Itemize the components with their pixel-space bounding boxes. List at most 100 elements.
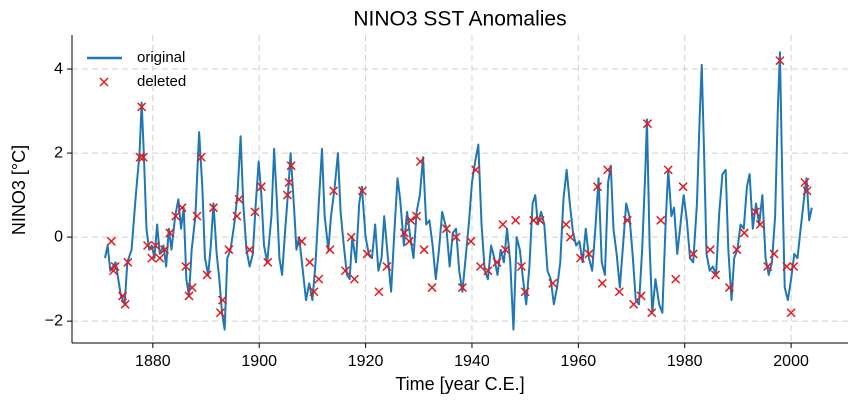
marker	[177, 203, 187, 213]
marker	[123, 257, 133, 267]
marker	[349, 274, 359, 284]
marker	[415, 156, 425, 167]
marker	[636, 291, 646, 301]
marker	[575, 253, 585, 263]
marker	[457, 283, 467, 293]
marker	[769, 249, 779, 259]
marker	[284, 177, 294, 188]
marker	[329, 186, 339, 196]
marker	[374, 287, 384, 297]
y-tick-label: 0	[54, 228, 63, 245]
marker	[516, 261, 526, 272]
x-tick-label: 1960	[561, 353, 597, 370]
marker	[245, 245, 255, 255]
x-axis-label: Time [year C.E.]	[395, 374, 524, 394]
marker	[475, 261, 486, 272]
marker	[688, 249, 698, 259]
marker	[181, 261, 191, 272]
marker	[314, 274, 324, 284]
legend-label: original	[137, 49, 185, 66]
marker	[160, 245, 170, 255]
marker	[110, 261, 120, 272]
marker	[412, 211, 422, 221]
marker	[451, 232, 461, 242]
marker	[561, 219, 571, 230]
marker	[750, 207, 760, 217]
marker	[520, 287, 530, 297]
marker	[232, 211, 242, 221]
marker	[282, 190, 292, 200]
marker	[192, 211, 202, 221]
marker	[217, 295, 228, 305]
marker	[711, 270, 721, 280]
marker	[466, 236, 476, 246]
marker	[406, 215, 416, 225]
marker	[786, 308, 796, 318]
legend-marker	[99, 77, 109, 87]
data-line	[103, 51, 813, 331]
marker	[622, 215, 632, 225]
marker	[565, 232, 575, 242]
marker	[117, 291, 128, 301]
x-tick-label: 1900	[241, 353, 277, 370]
marker	[234, 194, 244, 204]
marker	[382, 261, 392, 272]
marker	[362, 249, 372, 259]
marker	[399, 228, 409, 238]
marker	[297, 236, 307, 246]
y-tick-label: −2	[45, 312, 63, 329]
y-tick-label: 4	[54, 60, 63, 77]
marker	[357, 186, 367, 196]
marker	[165, 228, 175, 238]
marker	[500, 245, 511, 255]
legend-label: deleted	[137, 73, 186, 90]
marker	[782, 261, 792, 272]
marker	[656, 215, 666, 225]
marker	[647, 308, 657, 318]
x-tick-label: 1880	[135, 353, 171, 370]
chart-title: NINO3 SST Anomalies	[353, 8, 566, 31]
marker	[404, 236, 414, 246]
marker	[775, 56, 785, 66]
marker	[286, 161, 296, 171]
marker	[196, 152, 206, 162]
marker	[202, 270, 212, 280]
marker	[340, 266, 350, 276]
marker	[597, 278, 607, 288]
marker	[614, 287, 624, 297]
marker	[256, 182, 266, 192]
marker	[678, 182, 688, 192]
marker	[187, 283, 197, 293]
marker	[732, 245, 742, 255]
marker	[106, 236, 116, 246]
marker	[705, 245, 715, 255]
x-tick-label: 1980	[667, 353, 703, 370]
marker	[739, 228, 749, 238]
marker	[208, 203, 219, 213]
marker	[535, 215, 545, 225]
marker	[427, 283, 437, 293]
marker	[250, 207, 260, 217]
marker	[629, 299, 639, 309]
marker	[142, 240, 153, 251]
marker	[184, 291, 194, 301]
marker	[592, 182, 603, 192]
marker	[724, 283, 734, 293]
marker	[789, 261, 799, 272]
marker	[603, 165, 613, 175]
x-tick-label: 2000	[773, 353, 809, 370]
marker	[224, 245, 234, 255]
marker	[419, 245, 429, 255]
marker	[511, 215, 521, 225]
marker	[763, 261, 773, 272]
y-axis-label: NINO3 [°C]	[9, 145, 29, 235]
marker	[147, 253, 157, 263]
marker	[671, 274, 681, 284]
marker	[800, 177, 810, 188]
marker	[498, 219, 508, 230]
marker	[137, 102, 147, 112]
marker	[150, 240, 161, 251]
marker	[171, 211, 181, 221]
marker	[642, 119, 653, 129]
